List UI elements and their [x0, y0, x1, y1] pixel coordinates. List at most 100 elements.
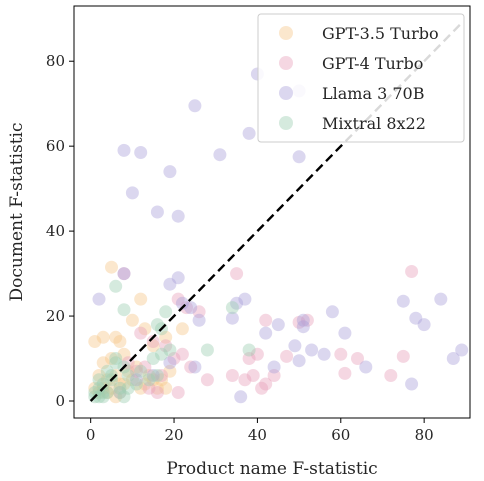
data-point	[163, 343, 177, 357]
data-point	[150, 205, 164, 219]
data-point	[146, 369, 160, 382]
x-tick-label: 60	[331, 426, 350, 444]
data-point	[100, 364, 114, 378]
data-point	[259, 313, 273, 327]
data-point	[175, 296, 189, 310]
data-point	[300, 313, 314, 327]
y-tick-label: 80	[46, 52, 65, 70]
data-point	[142, 373, 156, 387]
data-point	[117, 143, 131, 157]
data-point	[292, 315, 306, 329]
data-point	[250, 347, 264, 361]
markers-layer	[88, 67, 469, 404]
data-point	[238, 292, 252, 306]
data-point	[242, 126, 256, 140]
data-point	[288, 339, 302, 353]
data-point	[146, 339, 160, 353]
data-point	[292, 354, 306, 368]
data-point	[292, 150, 306, 164]
data-point	[188, 360, 202, 374]
plot-frame	[73, 5, 471, 419]
legend: GPT-3.5 Turbo GPT-4 Turbo Llama 3 70B Mixtr…	[257, 13, 465, 143]
data-point	[130, 377, 143, 391]
data-point	[155, 373, 168, 387]
data-point	[171, 271, 185, 285]
data-point	[351, 352, 364, 365]
data-point	[100, 386, 114, 399]
data-point	[117, 267, 131, 281]
data-point	[92, 292, 106, 306]
y-tick-label: 60	[46, 137, 65, 155]
data-point	[317, 347, 331, 361]
y-tick-label: 40	[46, 222, 65, 240]
data-point	[159, 381, 173, 395]
x-axis-label: Product name F-statistic	[166, 459, 377, 479]
data-point	[100, 373, 114, 387]
data-point	[96, 377, 110, 391]
data-point	[417, 318, 431, 332]
y-axis-label: Document F-statistic	[7, 123, 27, 302]
data-point	[146, 335, 160, 348]
data-point	[296, 320, 310, 334]
data-point	[121, 381, 135, 395]
data-point	[113, 381, 127, 395]
data-point	[92, 369, 106, 382]
data-point	[242, 343, 256, 357]
data-point	[96, 330, 110, 344]
data-point	[134, 364, 148, 378]
data-point	[359, 360, 373, 374]
data-point	[338, 326, 352, 340]
legend-marker	[279, 26, 293, 40]
data-point	[163, 277, 177, 291]
data-point	[113, 386, 127, 399]
legend-entry-mixtral-8x22: Mixtral 8x22	[279, 114, 426, 133]
legend-label: Mixtral 8x22	[322, 114, 426, 133]
data-point	[130, 360, 143, 374]
data-point	[163, 356, 177, 370]
data-point	[109, 390, 123, 404]
data-point	[405, 265, 419, 278]
data-point	[88, 335, 102, 348]
data-point	[92, 373, 106, 387]
y-tick-label: 0	[55, 392, 65, 410]
data-point	[259, 377, 273, 391]
data-point	[134, 326, 148, 340]
data-point	[184, 360, 198, 374]
legend-entry-gpt-4-turbo: GPT-4 Turbo	[279, 54, 423, 73]
legend-box	[257, 13, 465, 143]
data-point	[117, 377, 131, 391]
legend-marker	[279, 56, 293, 70]
data-point	[167, 352, 181, 365]
data-point	[138, 360, 152, 374]
data-point	[225, 369, 239, 382]
data-point	[113, 335, 127, 348]
data-point	[150, 369, 164, 382]
data-point	[434, 292, 448, 306]
data-point	[142, 381, 156, 395]
data-point	[171, 386, 185, 399]
data-point	[96, 386, 110, 399]
data-point	[305, 343, 319, 357]
data-point	[384, 369, 398, 382]
data-point	[192, 313, 206, 327]
legend-label: GPT-3.5 Turbo	[322, 24, 439, 43]
data-point	[255, 381, 269, 395]
data-point	[150, 386, 164, 399]
data-point	[117, 267, 131, 281]
legend-entries: GPT-3.5 Turbo GPT-4 Turbo Llama 3 70B Mixtr…	[279, 24, 439, 133]
data-point	[113, 386, 127, 399]
data-point	[213, 148, 227, 162]
legend-entry-gpt-3-5-turbo: GPT-3.5 Turbo	[279, 24, 439, 43]
data-point	[150, 318, 164, 332]
data-point	[96, 390, 110, 404]
data-point	[117, 303, 131, 317]
data-point	[88, 386, 102, 399]
data-point	[225, 301, 239, 315]
data-point	[338, 366, 352, 380]
data-point	[88, 381, 102, 395]
data-point	[446, 352, 460, 365]
x-tick-label: 40	[248, 426, 267, 444]
data-point	[105, 381, 118, 395]
data-point	[134, 146, 148, 159]
